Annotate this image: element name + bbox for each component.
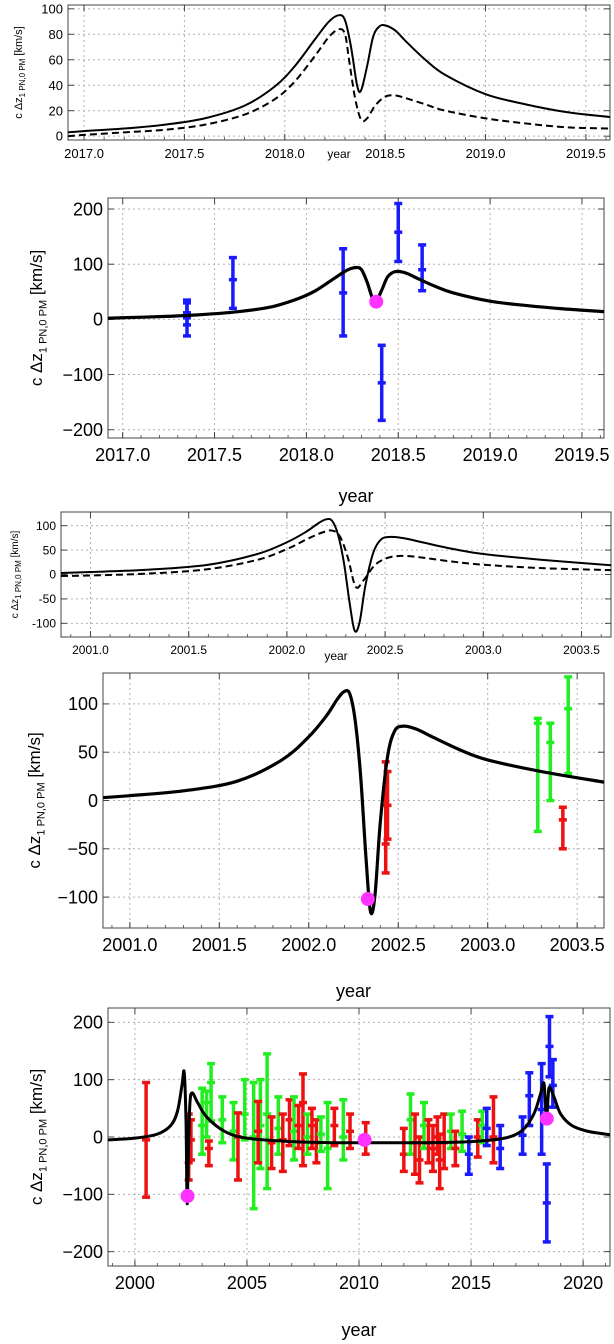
y-tick-label: 80 (49, 27, 63, 42)
y-tick-label: −200 (62, 420, 103, 440)
x-tick-label: 2002.0 (269, 643, 306, 657)
x-tick-label: 2002.5 (371, 935, 426, 955)
y-tick-label: −100 (57, 887, 98, 907)
y-tick-label: 60 (49, 52, 63, 67)
y-tick-label: 100 (73, 255, 103, 275)
x-tick-label: 2018.0 (279, 445, 334, 465)
x-tick-label: 2019.0 (466, 146, 506, 161)
y-axis-label: c Δz1 PN,0 PM [km/s] (27, 1069, 49, 1205)
y-tick-label: 0 (93, 1127, 103, 1147)
x-tick-label: 2019.5 (566, 146, 606, 161)
x-tick-label: 2015 (451, 1273, 491, 1293)
chart-panel-5: 2000 2005 2010 2015 2020 −200 −100 0 100 200 year c… (27, 1007, 611, 1340)
x-tick-label: 2002.0 (281, 935, 336, 955)
x-tick-label: 2019.0 (463, 445, 518, 465)
dashed-series-line (61, 529, 611, 589)
y-axis-label: c Δz1 PN,0 PM [km/s] (10, 530, 23, 618)
x-tick-label: 2001.0 (102, 935, 157, 955)
y-tick-label: 40 (49, 78, 63, 93)
chart-panel-4: 2001.0 2001.5 2002.0 2002.5 2003.0 2003.5 −100… (25, 672, 605, 1001)
chart-panel-3: 2001.0 2001.5 2002.0 2002.5 2003.0 2003.5 -100… (10, 511, 612, 663)
x-tick-label: 2017.0 (64, 146, 104, 161)
x-tick-label: 2018.5 (365, 146, 405, 161)
x-tick-label: 2010 (339, 1273, 379, 1293)
magenta-marker (180, 1189, 195, 1204)
y-tick-label: 0 (88, 791, 98, 811)
magenta-marker (357, 1132, 372, 1147)
y-tick-label: −100 (62, 365, 103, 385)
y-axis-label: c Δz1 PN,0 PM [km/s] (13, 26, 27, 118)
y-tick-label: 0 (49, 568, 56, 582)
x-tick-label: 2002.5 (367, 643, 404, 657)
solid-series-line (61, 517, 611, 633)
x-tick-label: 2000 (115, 1273, 155, 1293)
x-axis-label: year (324, 649, 347, 663)
x-axis-label: year (338, 486, 373, 506)
x-tick-label: 2018.5 (371, 445, 426, 465)
x-tick-label: 2017.5 (187, 445, 242, 465)
solid-series-line (68, 14, 610, 134)
magenta-marker (539, 1111, 554, 1126)
y-tick-label: −200 (62, 1242, 103, 1262)
x-tick-label: 2003.5 (563, 643, 600, 657)
y-tick-label: 100 (41, 1, 63, 16)
solid-series-line (108, 1069, 610, 1206)
y-tick-label: 100 (68, 694, 98, 714)
magenta-marker (369, 294, 384, 309)
y-tick-label: 20 (49, 103, 63, 118)
y-tick-label: 200 (73, 1013, 103, 1033)
x-axis-label: year (341, 1320, 376, 1340)
y-tick-label: 0 (93, 310, 103, 330)
y-tick-label: −100 (62, 1185, 103, 1205)
y-axis-label: c Δz1 PN,0 PM [km/s] (25, 732, 47, 868)
x-tick-label: 2003.0 (460, 935, 515, 955)
y-tick-label: 100 (36, 519, 56, 533)
y-tick-label: -50 (39, 592, 57, 606)
dashed-series-line (68, 28, 610, 138)
chart-panel-2: 2017.0 2017.5 2018.0 2018.5 2019.0 2019.5 −200… (27, 197, 609, 506)
x-tick-label: 2020 (563, 1273, 603, 1293)
x-tick-label: 2001.0 (72, 643, 109, 657)
x-axis-label: year (336, 981, 371, 1001)
x-tick-label: 2019.5 (554, 445, 609, 465)
magenta-marker (360, 892, 375, 907)
y-tick-label: 200 (73, 199, 103, 219)
y-tick-label: 50 (78, 743, 98, 763)
x-tick-label: 2003.5 (550, 935, 605, 955)
y-axis-label: c Δz1 PN,0 PM [km/s] (27, 250, 49, 386)
chart-panel-1: 2017.0 2017.5 2018.0 2018.5 2019.0 2019.5 0 20 4… (13, 1, 611, 161)
x-tick-label: 2018.0 (265, 146, 305, 161)
x-tick-label: 2005 (227, 1273, 267, 1293)
x-tick-label: 2001.5 (170, 643, 207, 657)
x-axis-label: year (327, 147, 350, 161)
y-tick-label: 50 (43, 543, 57, 557)
x-tick-label: 2017.5 (165, 146, 205, 161)
plot-frame (107, 197, 605, 439)
y-tick-label: 100 (73, 1070, 103, 1090)
y-tick-label: -100 (32, 617, 56, 631)
y-tick-label: 0 (56, 129, 63, 144)
x-tick-label: 2017.0 (95, 445, 150, 465)
y-tick-label: −50 (67, 839, 98, 859)
plot-frame (67, 4, 611, 141)
x-tick-label: 2001.5 (192, 935, 247, 955)
solid-series-line (108, 265, 604, 320)
solid-series-line (103, 689, 604, 916)
x-tick-label: 2003.0 (465, 643, 502, 657)
